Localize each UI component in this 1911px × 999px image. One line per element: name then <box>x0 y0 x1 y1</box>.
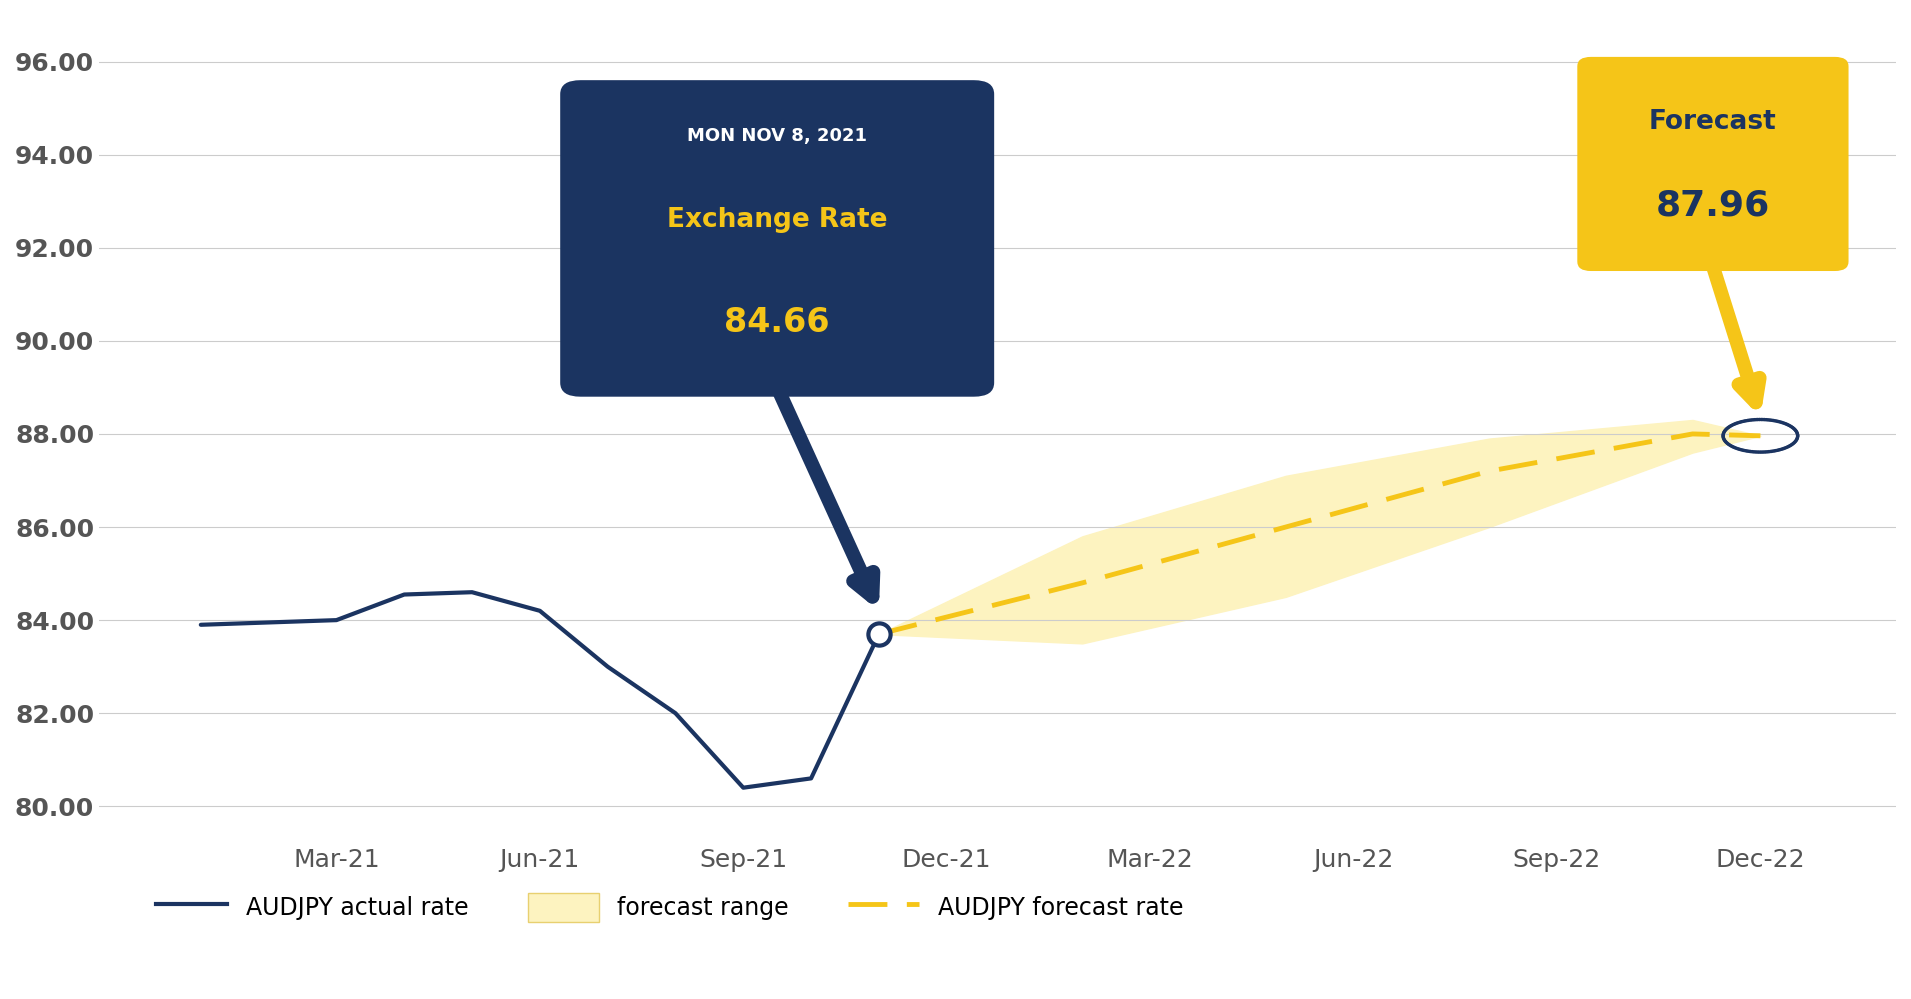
FancyBboxPatch shape <box>560 80 994 397</box>
Legend: AUDJPY actual rate, forecast range, AUDJPY forecast rate: AUDJPY actual rate, forecast range, AUDJ… <box>147 883 1192 931</box>
Text: Exchange Rate: Exchange Rate <box>667 207 887 233</box>
Text: 87.96: 87.96 <box>1655 189 1770 223</box>
FancyBboxPatch shape <box>1577 57 1848 271</box>
Text: 84.66: 84.66 <box>724 306 829 339</box>
Text: Forecast: Forecast <box>1649 109 1777 135</box>
Text: MON NOV 8, 2021: MON NOV 8, 2021 <box>688 127 868 145</box>
